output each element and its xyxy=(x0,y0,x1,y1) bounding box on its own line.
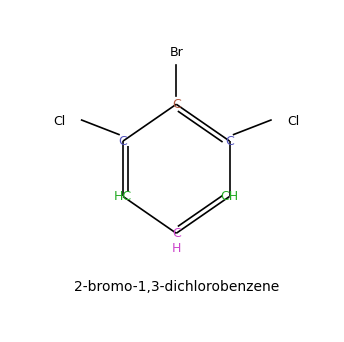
Text: C: C xyxy=(119,135,127,148)
Text: C: C xyxy=(172,227,181,240)
Text: C: C xyxy=(172,98,181,111)
Text: H: H xyxy=(172,242,181,255)
Text: 2-bromo-1,3-dichlorobenzene: 2-bromo-1,3-dichlorobenzene xyxy=(74,280,279,294)
Text: Cl: Cl xyxy=(53,115,66,128)
Text: Br: Br xyxy=(170,47,183,60)
Text: CH: CH xyxy=(221,190,239,203)
Text: HC: HC xyxy=(114,190,132,203)
Text: Cl: Cl xyxy=(287,115,299,128)
Text: C: C xyxy=(225,135,234,148)
